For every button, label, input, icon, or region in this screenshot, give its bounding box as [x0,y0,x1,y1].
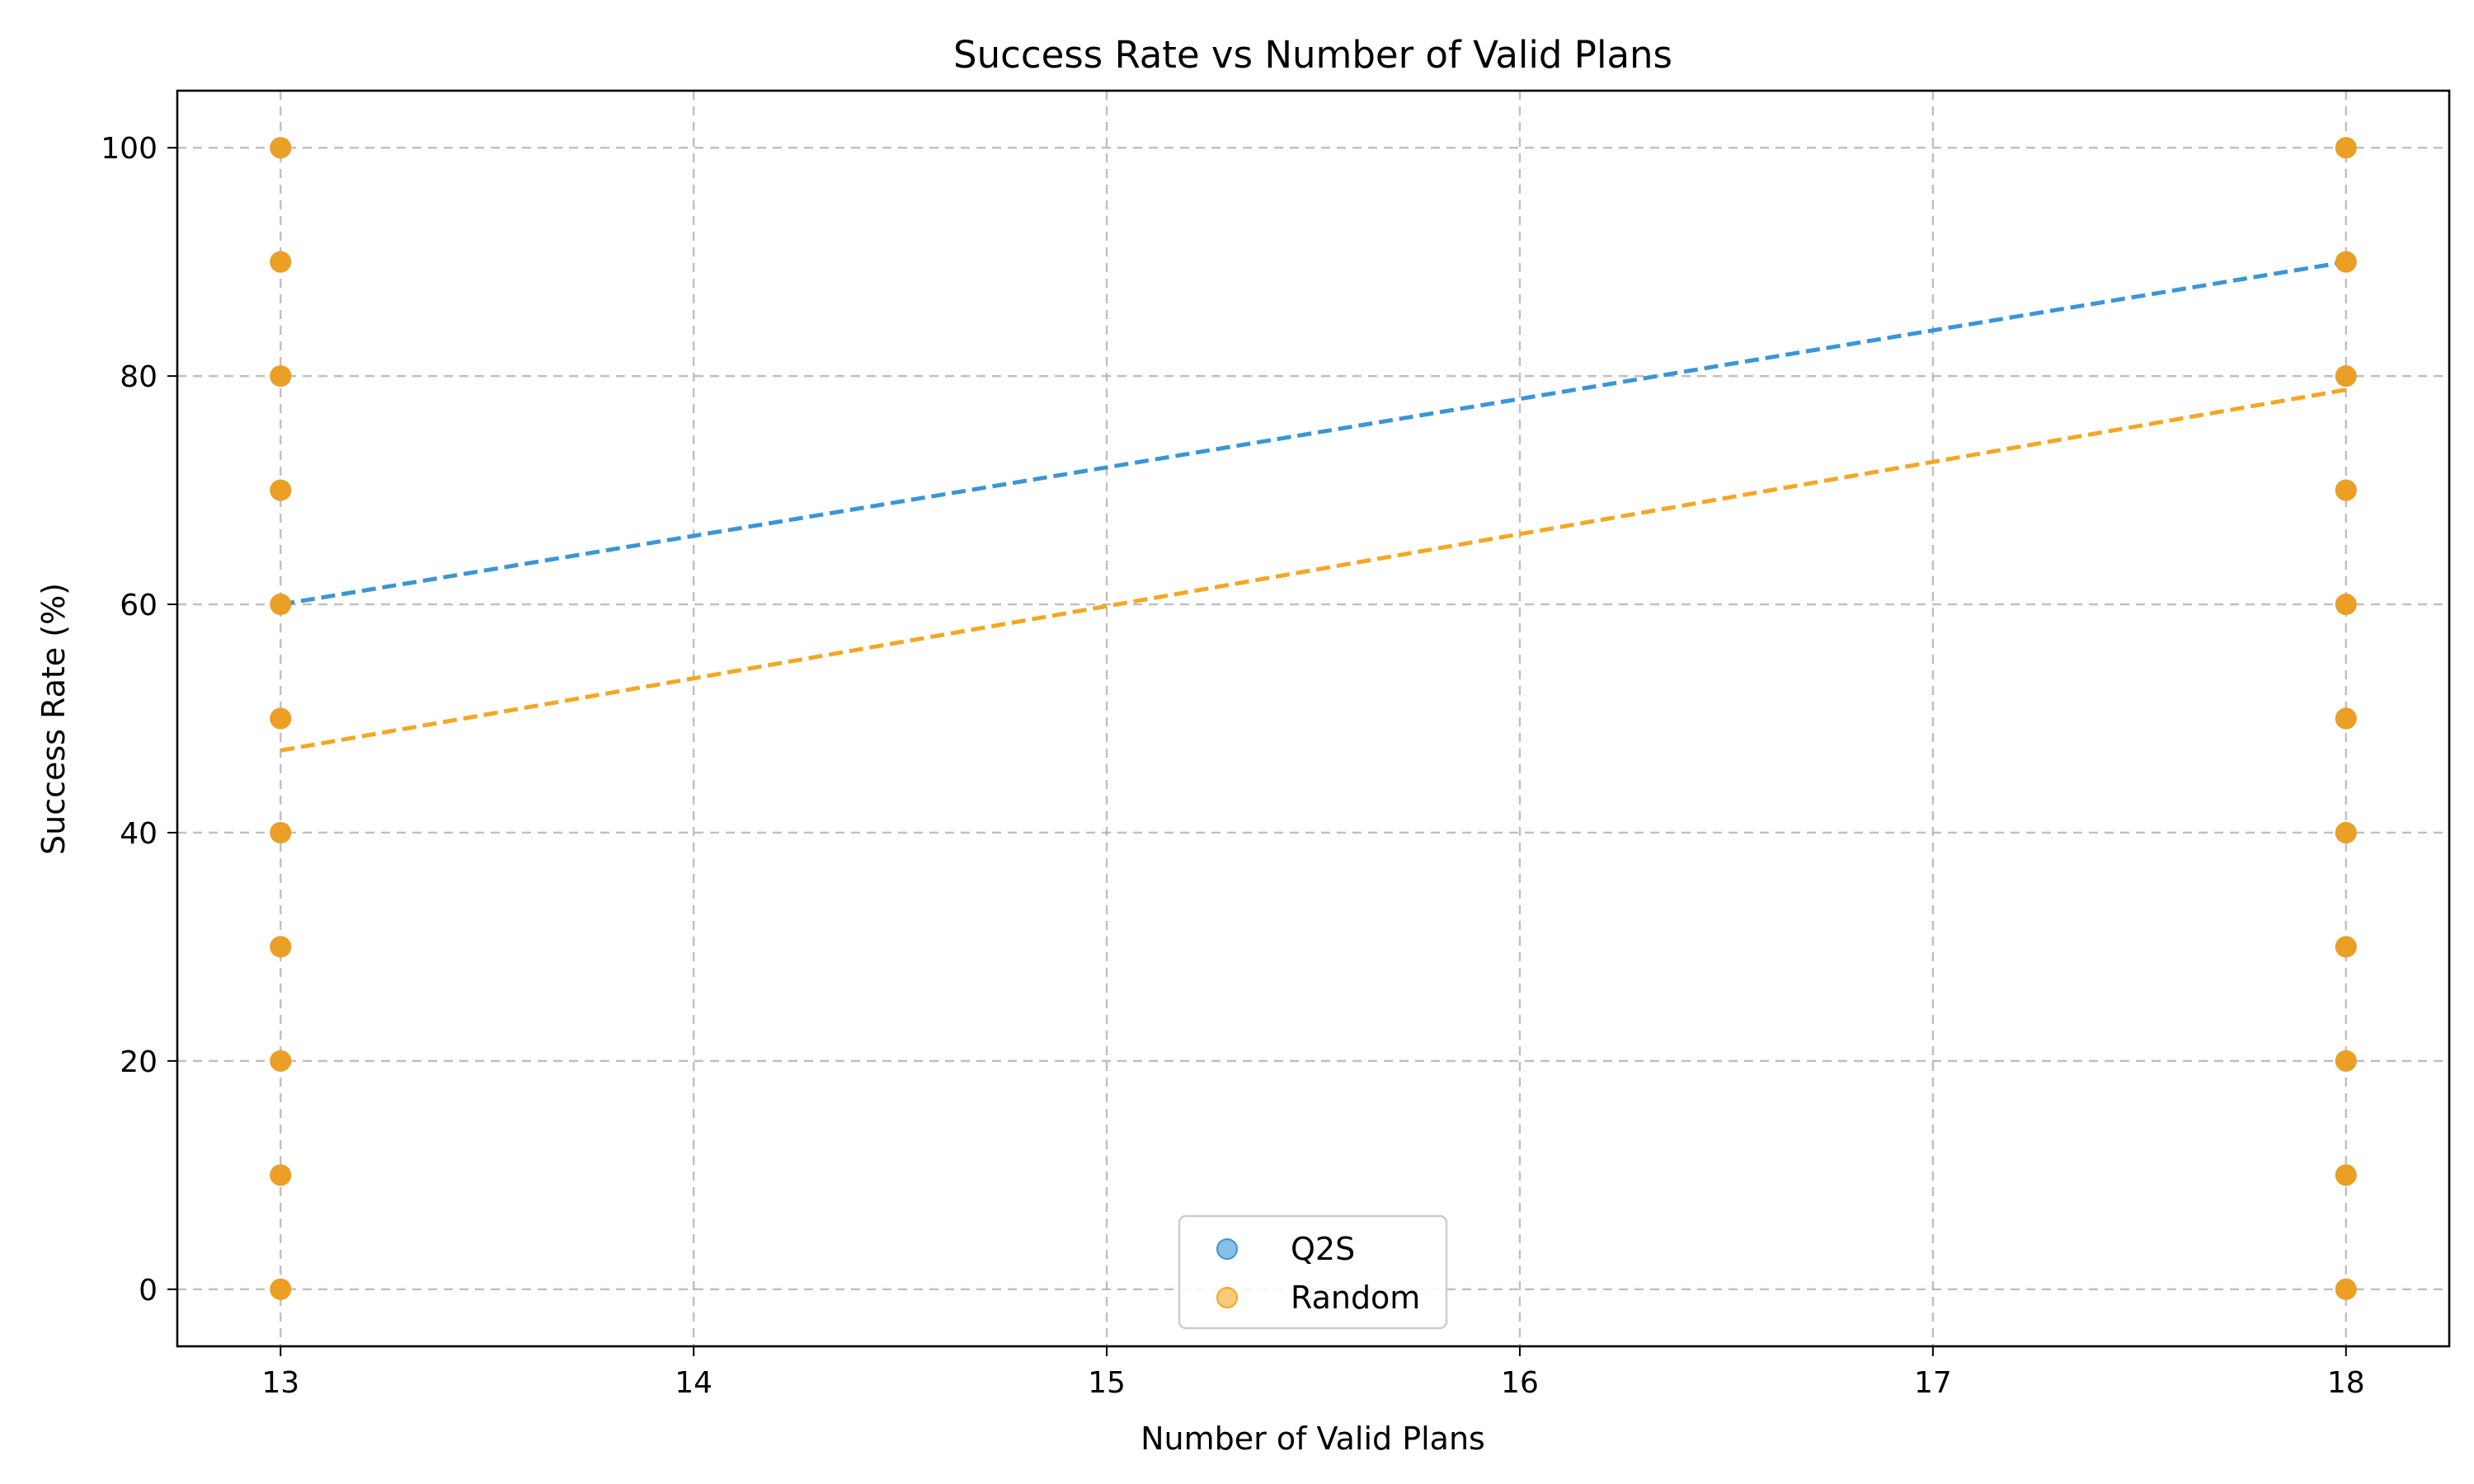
x-tick-label-14: 14 [675,1366,713,1400]
point-random-13-10 [270,1164,292,1186]
point-random-13-80 [270,365,292,387]
x-tick-label-15: 15 [1088,1366,1126,1400]
point-random-18-20 [2335,1050,2357,1072]
point-random-13-50 [270,707,292,730]
y-tick-label-20: 20 [120,1045,158,1079]
point-random-18-0 [2335,1278,2357,1300]
point-random-13-40 [270,821,292,843]
legend-label-random: Random [1291,1280,1420,1316]
x-tick-label-17: 17 [1914,1366,1952,1400]
legend-box [1178,1214,1448,1330]
trend-line-q2s [280,260,2347,607]
point-random-13-20 [270,1050,292,1072]
y-tick-label-0: 0 [139,1274,158,1308]
legend-marker-q2s [1216,1238,1238,1260]
point-random-13-60 [270,594,292,616]
grid [177,91,2449,1346]
scatter-points [270,137,2357,1300]
y-tick-label-100: 100 [101,132,158,166]
point-random-18-100 [2335,137,2357,159]
x-tick-label-13: 13 [261,1366,299,1400]
point-random-18-30 [2335,936,2357,958]
point-random-18-50 [2335,707,2357,730]
legend-label-q2s: Q2S [1291,1231,1355,1267]
point-random-18-70 [2335,479,2357,501]
point-random-18-60 [2335,594,2357,616]
point-random-13-100 [270,137,292,159]
point-random-18-40 [2335,821,2357,843]
point-random-18-80 [2335,365,2357,387]
point-random-18-90 [2335,251,2357,273]
y-tick-label-80: 80 [120,360,158,394]
point-random-13-70 [270,479,292,501]
x-tick-label-18: 18 [2327,1366,2365,1400]
trend-lines [280,260,2347,753]
point-random-13-90 [270,251,292,273]
y-axis-label: Success Rate (%) [35,583,72,855]
x-tick-label-16: 16 [1501,1366,1539,1400]
point-random-18-10 [2335,1164,2357,1186]
x-axis-label: Number of Valid Plans [1141,1421,1485,1457]
chart-title: Success Rate vs Number of Valid Plans [953,33,1672,77]
x-axis-ticks: 13 14 15 16 17 18 [261,1346,2365,1400]
point-random-13-30 [270,936,292,958]
y-tick-label-60: 60 [120,589,158,622]
legend-marker-random [1216,1287,1238,1308]
y-tick-label-40: 40 [120,817,158,851]
y-axis-ticks: 0 20 40 60 80 100 [101,132,177,1308]
legend: Q2S Random [1178,1214,1448,1330]
axes-frame [176,89,2451,1348]
point-random-13-0 [270,1278,292,1300]
